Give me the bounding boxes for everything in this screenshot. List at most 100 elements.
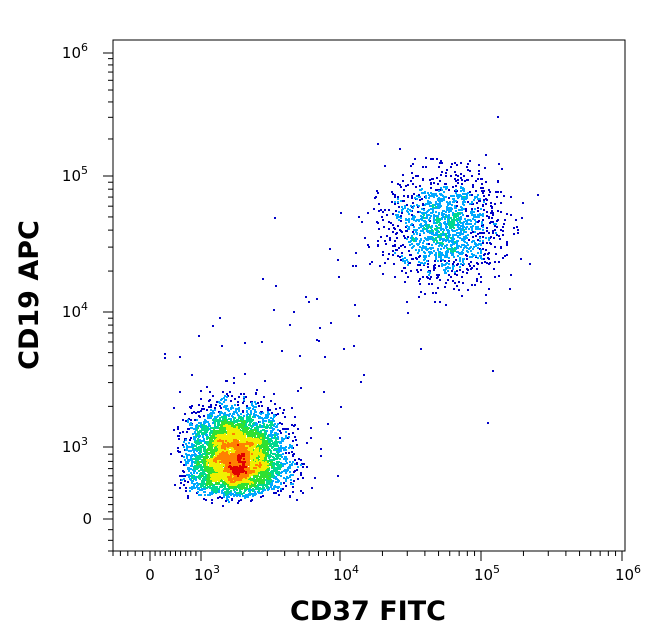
event-point [302,466,304,468]
event-point [207,427,209,429]
event-point [497,210,499,212]
event-point [240,393,242,395]
event-point [272,470,274,472]
event-point [425,197,427,199]
event-point [479,240,481,242]
event-point [435,237,437,239]
event-point [222,453,224,455]
event-point [251,426,253,428]
event-point [460,173,462,175]
event-point [233,411,235,413]
event-point [191,374,193,376]
event-point [214,432,216,434]
event-point [490,221,492,223]
event-point [487,253,489,255]
event-point [461,212,463,214]
event-point [492,221,494,223]
event-point [482,192,484,194]
event-point [480,208,482,210]
event-point [288,433,290,435]
event-point [200,398,202,400]
event-point [407,236,409,238]
event-point [453,288,455,290]
event-point [314,477,316,479]
event-point [394,240,396,242]
event-point [208,424,210,426]
event-point [466,221,468,223]
event-point [316,298,318,300]
event-point [453,195,455,197]
event-point [355,265,357,267]
event-point [448,257,450,259]
event-point [262,495,264,497]
event-point [194,441,196,443]
event-point [219,471,221,473]
event-point [226,428,228,430]
event-point [228,501,230,503]
event-point [433,182,435,184]
event-point [426,217,428,219]
event-point [418,194,420,196]
event-point [445,233,447,235]
event-point [268,440,270,442]
event-point [463,208,465,210]
event-point [260,413,262,415]
event-point [433,240,435,242]
event-point [475,221,477,223]
event-point [224,405,226,407]
event-point [239,441,241,443]
event-point [410,205,412,207]
event-point [392,231,394,233]
event-point [279,430,281,432]
event-point [254,446,256,448]
event-point [367,244,369,246]
event-point [208,446,210,448]
event-point [435,232,437,234]
event-point [235,430,237,432]
event-point [477,257,479,259]
event-point [455,174,457,176]
event-point [291,424,293,426]
event-point [193,470,195,472]
event-point [209,399,211,401]
event-point [426,260,428,262]
event-point [232,478,234,480]
event-point [425,203,427,205]
event-point [430,158,432,160]
event-point [189,446,191,448]
event-point [427,236,429,238]
event-point [439,301,441,303]
event-point [199,439,201,441]
event-point [164,357,166,359]
event-point [382,254,384,256]
event-point [227,476,229,478]
event-point [256,464,258,466]
event-point [441,242,443,244]
event-point [227,437,229,439]
event-point [420,291,422,293]
event-point [270,486,272,488]
event-point [224,473,226,475]
event-point [477,210,479,212]
event-point [466,255,468,257]
event-point [442,240,444,242]
event-point [197,459,199,461]
event-point [457,179,459,181]
event-point [430,182,432,184]
event-point [207,466,209,468]
event-point [282,447,284,449]
event-point [283,438,285,440]
event-point [205,428,207,430]
event-point [269,481,271,483]
event-point [506,254,508,256]
event-point [410,165,412,167]
event-point [184,475,186,477]
event-point [459,221,461,223]
event-point [440,256,442,258]
event-point [473,211,475,213]
event-point [264,474,266,476]
event-point [529,263,531,265]
event-point [187,481,189,483]
event-point [262,449,264,451]
event-point [455,192,457,194]
